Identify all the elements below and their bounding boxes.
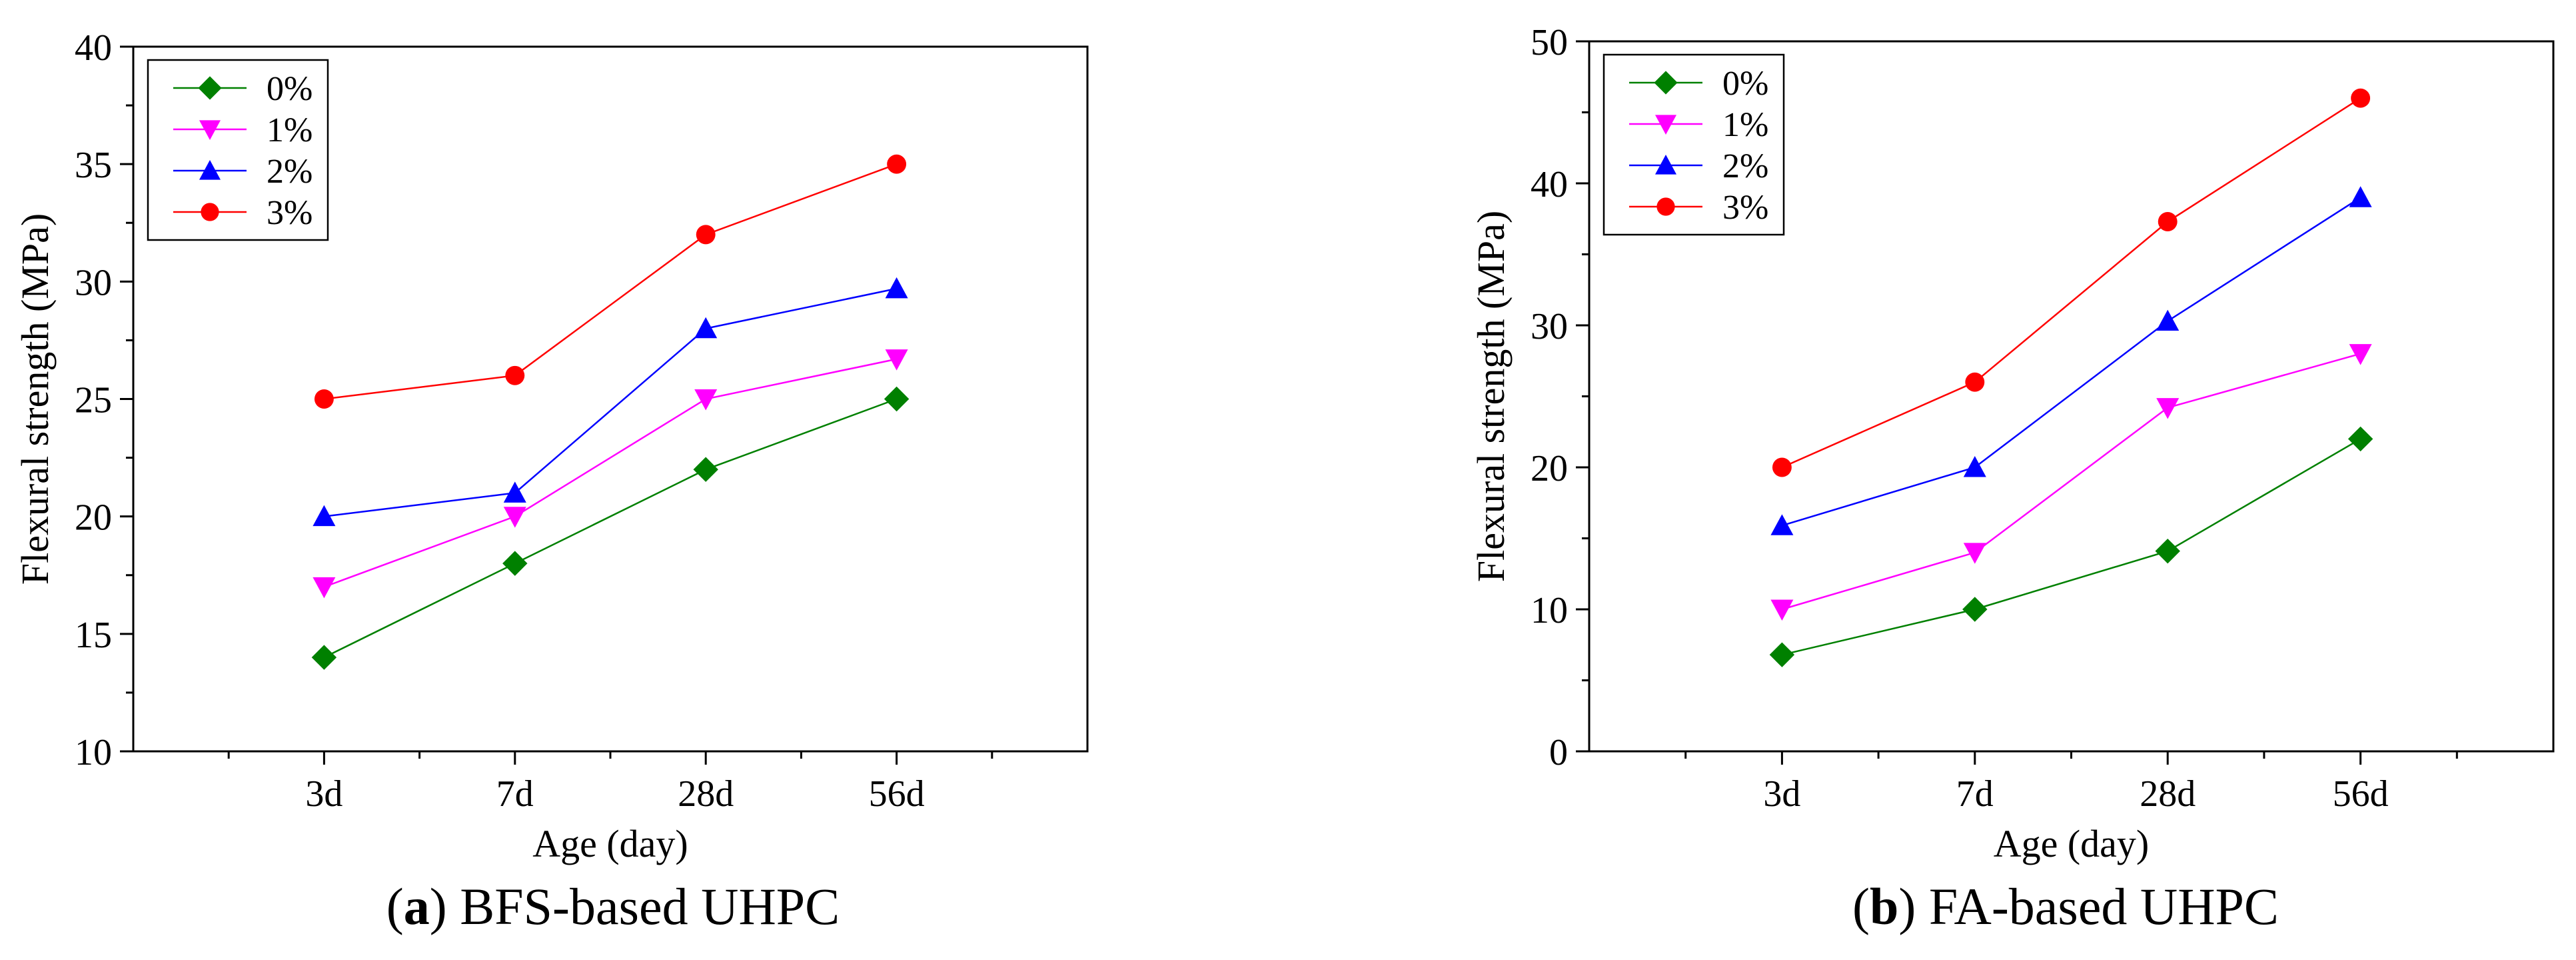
series-line xyxy=(1782,353,2361,611)
legend-label: 2% xyxy=(267,153,313,191)
data-point xyxy=(1769,642,1795,667)
y-tick-label: 15 xyxy=(75,615,112,656)
y-tick-label: 30 xyxy=(75,262,112,303)
x-tick-label: 7d xyxy=(1956,773,1994,815)
data-point xyxy=(1772,457,1792,477)
x-tick-label: 56d xyxy=(2333,773,2389,815)
legend-label: 1% xyxy=(267,111,313,149)
data-point xyxy=(503,481,526,503)
y-tick-label: 10 xyxy=(75,732,112,773)
legend-box xyxy=(1603,53,1785,236)
data-point xyxy=(1962,597,1988,622)
y-tick-label: 10 xyxy=(1531,590,1568,631)
series-1pct xyxy=(1770,344,2372,621)
data-point xyxy=(885,277,908,299)
data-point xyxy=(2349,344,2372,365)
data-point xyxy=(2156,398,2180,419)
data-point xyxy=(696,225,716,245)
y-tick-label: 20 xyxy=(1531,448,1568,489)
x-tick-label: 28d xyxy=(678,773,734,815)
y-tick-label: 20 xyxy=(75,497,112,539)
series-line xyxy=(323,398,898,659)
legend-label: 2% xyxy=(1722,147,1768,185)
x-axis-label: Age (day) xyxy=(1994,822,2150,865)
series-line xyxy=(323,358,897,588)
data-point xyxy=(1965,372,1985,392)
data-point xyxy=(694,389,718,411)
y-axis-label: Flexural strength (MPa) xyxy=(13,213,57,585)
x-tick-label: 56d xyxy=(869,773,925,815)
legend-label: 0% xyxy=(1722,65,1768,103)
series-line xyxy=(1782,438,2361,656)
series-2pct xyxy=(313,277,908,527)
series-line xyxy=(1782,197,2361,527)
data-point xyxy=(2349,186,2372,207)
data-point xyxy=(313,577,336,599)
series-0pct xyxy=(1769,426,2373,667)
y-tick-label: 25 xyxy=(75,380,112,421)
data-point xyxy=(1770,599,1794,621)
data-point xyxy=(1770,514,1794,535)
legend: 0%1%2% 3% xyxy=(1603,53,1785,236)
data-point xyxy=(2156,309,2180,331)
legend: 0%1% 2%3% xyxy=(147,59,329,241)
data-point xyxy=(313,505,336,527)
legend-marker xyxy=(1655,155,1676,175)
data-point xyxy=(1963,543,1986,564)
legend-marker xyxy=(1655,115,1676,135)
data-point xyxy=(885,349,908,371)
y-tick-label: 30 xyxy=(1531,306,1568,347)
y-tick-label: 50 xyxy=(1531,22,1568,63)
data-point xyxy=(693,457,718,482)
series-2pct xyxy=(1770,186,2372,535)
legend-marker xyxy=(1654,71,1678,95)
legend-marker xyxy=(198,76,222,100)
series-line xyxy=(1781,97,2361,469)
legend-label: 3% xyxy=(267,194,313,232)
data-point xyxy=(694,317,718,339)
legend-box xyxy=(147,59,329,241)
x-tick-label: 28d xyxy=(2140,773,2196,815)
series-line xyxy=(324,163,898,400)
series-3pct xyxy=(1772,88,2371,477)
data-point xyxy=(314,389,334,409)
y-tick-label: 40 xyxy=(75,27,112,69)
x-tick-label: 3d xyxy=(305,773,342,815)
data-point xyxy=(2158,212,2178,231)
y-tick-label: 40 xyxy=(1531,164,1568,205)
legend-marker xyxy=(199,120,221,140)
legend-marker xyxy=(199,160,221,180)
y-tick-label: 0 xyxy=(1549,732,1568,773)
data-point xyxy=(311,645,337,670)
series-3pct xyxy=(314,154,907,409)
caption-b: (b) FA-based UHPC xyxy=(1852,877,2279,935)
series-0pct xyxy=(311,386,910,670)
caption-a: (a) BFS-based UHPC xyxy=(386,877,840,935)
y-tick-label: 35 xyxy=(75,145,112,186)
data-point xyxy=(2351,88,2371,108)
legend-marker xyxy=(1656,197,1675,216)
chart-panel-b: 0 10 20 30 40 50 3d 7d 28d 56d Age (day) Flexural s… xyxy=(1469,22,2555,865)
x-tick-label: 7d xyxy=(496,773,534,815)
data-point xyxy=(884,386,910,412)
x-axis-label: Age (day) xyxy=(532,822,688,865)
data-point xyxy=(503,507,526,528)
data-point xyxy=(505,365,525,385)
legend-label: 3% xyxy=(1722,189,1768,227)
legend-label: 1% xyxy=(1722,106,1768,144)
data-point xyxy=(2155,538,2180,564)
series-1pct xyxy=(313,349,908,599)
data-point xyxy=(2347,426,2373,452)
data-point xyxy=(502,551,528,576)
series-line xyxy=(324,287,897,517)
legend-label: 0% xyxy=(267,70,313,108)
data-point xyxy=(887,154,907,174)
chart-panel-a: 10 15 20 25 30 35 40 3d 7d 28d 56d Age (day) Flexura… xyxy=(13,27,1089,865)
legend-marker xyxy=(201,203,219,221)
y-axis-label: Flexural strength (MPa) xyxy=(1469,211,1513,582)
data-point xyxy=(1963,456,1986,477)
x-tick-label: 3d xyxy=(1763,773,1800,815)
